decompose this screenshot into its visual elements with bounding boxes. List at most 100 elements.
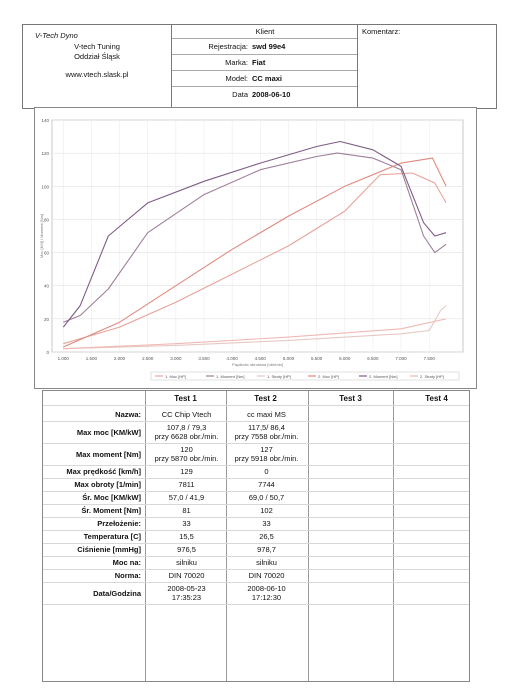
cell-line: 127 — [260, 445, 273, 454]
dyno-chart: 0 20 40 60 80 100 120 140 1.000 1.500 2.000 2.500 3.… — [34, 107, 477, 389]
header-divider — [43, 405, 469, 406]
comment-label: Komentarz: — [362, 27, 401, 36]
cell-line: 26,5 — [259, 532, 274, 541]
series-line — [63, 157, 447, 348]
client-value: swd 99e4 — [252, 42, 286, 51]
column-header-test1: Test 1 — [174, 394, 197, 403]
cell-line: 978,7 — [257, 545, 276, 554]
company-name: V-Tech Dyno — [35, 31, 78, 40]
client-label: Model: — [225, 74, 248, 83]
cell-line: 17:35:23 — [171, 593, 202, 602]
cell-line: 7811 — [178, 480, 195, 489]
client-label: Rejestracja: — [208, 42, 248, 51]
row-label: Norma: — [114, 571, 141, 580]
row-divider — [43, 491, 469, 492]
row-label: Ciśnienie [mmHg] — [77, 545, 141, 554]
row-divider — [43, 465, 469, 466]
y-tick-label: 60 — [44, 251, 50, 256]
cell-test2: 2008-06-10 17:12:30 — [224, 584, 309, 602]
column-divider — [393, 391, 394, 681]
cell-line: DIN 70020 — [168, 571, 205, 580]
column-divider — [145, 391, 146, 681]
x-tick-label: 5.000 — [283, 356, 295, 361]
client-divider — [172, 70, 358, 71]
row-label: Śr. Moment [Nm] — [81, 506, 141, 515]
x-tick-label: 3.500 — [198, 356, 210, 361]
row-divider — [43, 421, 469, 422]
cell-line: 7744 — [258, 480, 275, 489]
client-value: 2008-06-10 — [252, 90, 291, 99]
x-tick-label: 2.000 — [114, 356, 126, 361]
cell-test1: 57,0 / 41,9 — [144, 493, 229, 502]
company-block: V-Tech Dyno V-tech Tuning Oddział Śląsk … — [23, 25, 171, 108]
cell-test1: DIN 70020 — [144, 571, 229, 580]
row-label: Max obroty [1/min] — [74, 480, 141, 489]
cell-test1: 107,8 / 79,3 przy 6628 obr./min. — [144, 423, 229, 441]
client-block: Klient Rejestracja: swd 99e4 Marka: Fiat… — [171, 25, 358, 108]
cell-line: przy 5870 obr./min. — [154, 454, 219, 463]
y-axis-label: Moc [KM] / Moment [Nm] — [39, 214, 44, 258]
row-label: Max prędkość [km/h] — [66, 467, 141, 476]
row-label: Moc na: — [112, 558, 141, 567]
cell-test2: 117,5/ 86,4 przy 7558 obr./min. — [224, 423, 309, 441]
cell-test1: 81 — [144, 506, 229, 515]
cell-test2: cc maxi MS — [224, 410, 309, 419]
cell-line: cc maxi MS — [247, 410, 286, 419]
cell-line: silniku — [256, 558, 277, 567]
client-divider — [172, 86, 358, 87]
cell-line: 2008-06-10 — [247, 584, 286, 593]
legend-label: 2. Moc [HP] — [318, 374, 339, 379]
x-tick-label: 7.000 — [395, 356, 407, 361]
series-line — [63, 152, 447, 323]
client-value: CC maxi — [252, 74, 283, 83]
cell-test2: 978,7 — [224, 545, 309, 554]
cell-test1: 15,5 — [144, 532, 229, 541]
cell-line: 976,5 — [177, 545, 196, 554]
cell-test1: 33 — [144, 519, 229, 528]
cell-test2: 26,5 — [224, 532, 309, 541]
cell-line: 57,0 / 41,9 — [168, 493, 205, 502]
report-header: V-Tech Dyno V-tech Tuning Oddział Śląsk … — [22, 24, 497, 109]
y-tick-label: 80 — [44, 217, 50, 222]
series-line — [63, 305, 447, 350]
cell-test2: 127 przy 5918 obr./min. — [224, 445, 309, 463]
client-value: Fiat — [252, 58, 266, 67]
cell-line: 102 — [260, 506, 273, 515]
company-line2: Oddział Śląsk — [74, 52, 120, 61]
results-table: Test 1 Test 2 Test 3 Test 4 Nazwa: CC Chi… — [42, 390, 470, 682]
legend-box — [150, 371, 460, 381]
cell-test1: 7811 — [144, 480, 229, 489]
cell-line: przy 7558 obr./min. — [234, 432, 299, 441]
row-divider — [43, 517, 469, 518]
x-tick-label: 1.500 — [86, 356, 98, 361]
x-tick-label: 7.500 — [424, 356, 436, 361]
cell-line: 107,8 / 79,3 — [166, 423, 207, 432]
cell-line: 17:12:30 — [251, 593, 282, 602]
row-label: Max moc [KM/kW] — [76, 427, 141, 437]
legend-label: 2. Moment [Nm] — [369, 374, 397, 379]
cell-test2: DIN 70020 — [224, 571, 309, 580]
legend-label: 1. Straty [HP] — [267, 374, 291, 379]
row-divider — [43, 569, 469, 570]
cell-line: 33 — [262, 519, 271, 528]
cell-line: CC Chip Vtech — [161, 410, 212, 419]
cell-test2: 33 — [224, 519, 309, 528]
cell-test2: 0 — [224, 467, 309, 476]
cell-test1: 2008-05-23 17:35:23 — [144, 584, 229, 602]
client-label: Marka: — [225, 58, 248, 67]
cell-line: przy 6628 obr./min. — [154, 432, 219, 441]
cell-line: 2008-05-23 — [167, 584, 206, 593]
y-tick-label: 0 — [46, 350, 49, 355]
legend-label: 2. Straty [HP] — [420, 374, 444, 379]
series-line — [62, 140, 447, 328]
x-tick-label: 6.500 — [367, 356, 379, 361]
cell-line: DIN 70020 — [248, 571, 285, 580]
column-header-test4: Test 4 — [425, 394, 448, 403]
cell-line: 33 — [182, 519, 191, 528]
client-label: Data — [232, 90, 248, 99]
cell-line: 0 — [264, 467, 269, 476]
cell-test2: 69,0 / 50,7 — [224, 493, 309, 502]
row-divider — [43, 504, 469, 505]
row-divider — [43, 556, 469, 557]
row-divider — [43, 530, 469, 531]
